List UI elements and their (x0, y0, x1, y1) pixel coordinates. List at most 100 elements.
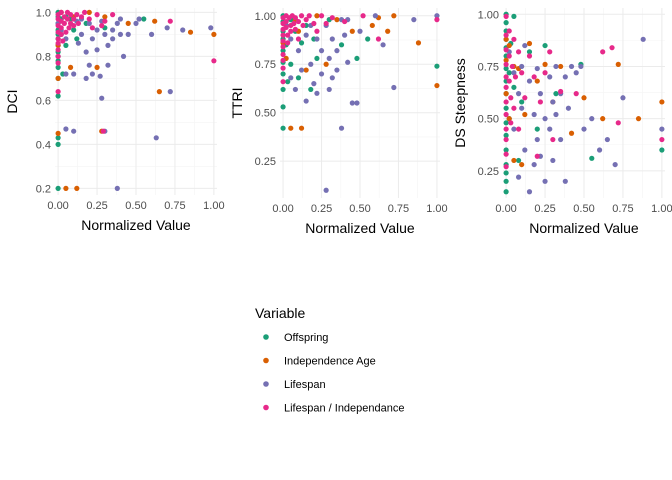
data-point (114, 20, 120, 26)
x-tick-label: 0.75 (164, 200, 185, 212)
data-point (280, 79, 286, 85)
data-point (291, 20, 297, 27)
legend-label: Lifespan / Independance (284, 403, 405, 415)
data-point (531, 111, 537, 118)
data-point (537, 99, 543, 105)
data-point (298, 13, 305, 19)
y-tick-label: 0.75 (478, 61, 499, 73)
data-point (659, 147, 665, 153)
data-point (503, 61, 509, 67)
y-tick-label: 0.50 (255, 108, 276, 120)
data-point (609, 45, 615, 51)
data-point (503, 13, 509, 19)
data-point (55, 60, 61, 66)
data-point (434, 13, 440, 19)
data-point (71, 71, 77, 77)
data-point (94, 12, 100, 18)
y-tick-label: 1.00 (255, 11, 276, 23)
data-point (411, 17, 417, 23)
data-point (63, 126, 69, 132)
data-point (94, 27, 100, 33)
x-tick-label: 0.00 (272, 203, 293, 215)
data-point (211, 58, 217, 64)
data-point (329, 15, 335, 21)
data-point (298, 125, 305, 131)
data-point (334, 67, 340, 73)
data-point (503, 47, 509, 53)
data-point (342, 18, 348, 25)
data-point (511, 126, 517, 132)
data-point (589, 155, 595, 161)
legend-item-offspring: Offspring (263, 332, 328, 344)
data-point (55, 36, 61, 42)
data-point (89, 25, 95, 31)
data-point (519, 70, 525, 76)
data-point (568, 130, 575, 136)
y-tick-label: 0.6 (36, 95, 51, 107)
data-point (100, 128, 106, 134)
data-point (515, 91, 522, 97)
data-point (519, 161, 525, 168)
series-lifespan-independance (503, 13, 665, 170)
data-point (338, 125, 345, 131)
data-point (78, 31, 85, 37)
data-point (434, 63, 440, 69)
data-point (338, 42, 345, 48)
data-point (75, 20, 81, 26)
data-point (308, 61, 314, 67)
data-point (295, 36, 302, 42)
data-point (659, 126, 665, 132)
data-point (288, 61, 294, 67)
data-point (531, 74, 537, 80)
data-point (67, 64, 74, 70)
data-point (285, 40, 291, 46)
data-point (211, 31, 217, 37)
data-point (357, 28, 363, 34)
data-point (522, 95, 528, 101)
data-point (503, 136, 509, 143)
legend-label: Independence Age (284, 356, 376, 368)
data-point (89, 36, 95, 42)
legend-item-lifespan-independance: Lifespan / Independance (263, 403, 405, 415)
data-point (180, 27, 186, 33)
data-point (89, 71, 95, 77)
data-point (102, 14, 108, 20)
data-point (117, 31, 124, 37)
data-point (280, 125, 286, 131)
x-tick-label: 0.25 (311, 203, 332, 215)
data-point (503, 65, 509, 72)
data-point (63, 29, 69, 35)
data-point (110, 12, 116, 18)
data-point (635, 116, 642, 122)
data-point (503, 164, 509, 170)
data-point (117, 16, 124, 22)
data-point (596, 147, 603, 153)
data-point (534, 136, 540, 143)
data-point (63, 71, 69, 77)
data-point (74, 12, 80, 18)
data-point (74, 36, 80, 42)
data-point (503, 91, 509, 97)
data-point (288, 125, 294, 131)
data-point (659, 99, 665, 105)
data-point (71, 27, 77, 33)
data-point (349, 28, 355, 34)
data-point (503, 36, 509, 42)
data-point (94, 47, 100, 53)
data-point (615, 61, 621, 67)
data-point (519, 99, 525, 105)
legend: Variable Offspring Independence Age Lifesp… (255, 305, 405, 415)
data-point (578, 63, 584, 70)
x-tick-label: 1.00 (426, 203, 447, 215)
data-point (372, 13, 378, 19)
data-point (550, 136, 556, 143)
data-point (365, 36, 371, 42)
data-point (83, 49, 89, 55)
data-point (105, 62, 111, 68)
data-point (152, 18, 158, 24)
data-point (153, 135, 159, 141)
legend-key (263, 357, 269, 364)
data-point (314, 90, 320, 96)
data-point (503, 189, 509, 195)
